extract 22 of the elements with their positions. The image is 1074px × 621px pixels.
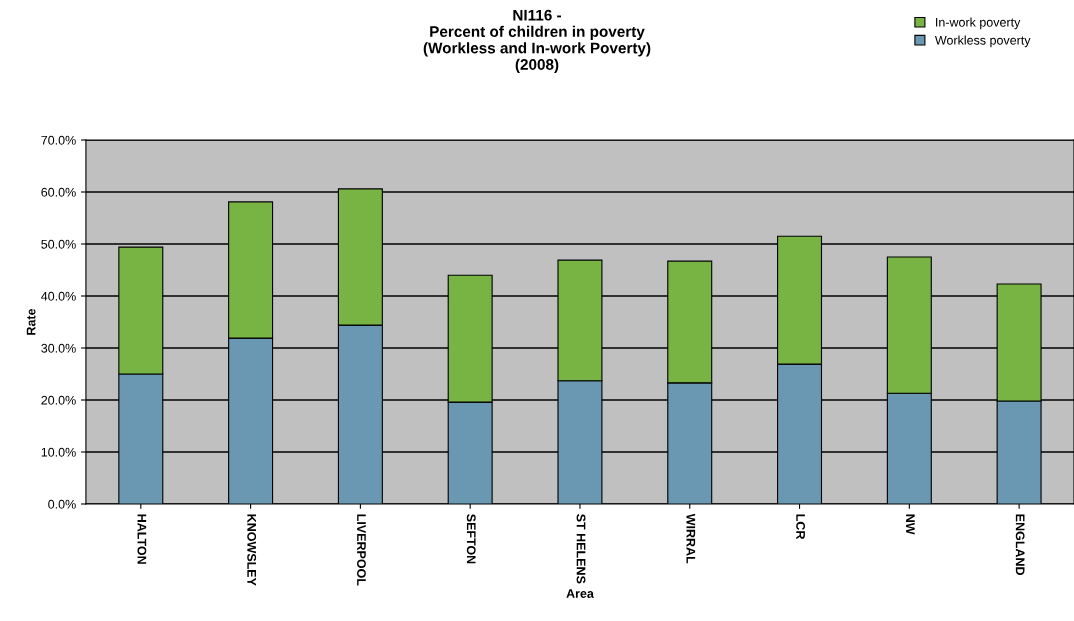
x-tick-label: KNOWSLEY [247, 514, 257, 586]
x-tick-label: ENGLAND [1015, 514, 1025, 575]
y-tick-label: 30.0% [41, 343, 76, 353]
x-axis-title: Area [566, 589, 594, 598]
chart-title: NI116 - Percent of children in poverty (Workless and In-work Poverty) (2008) [423, 9, 651, 73]
y-tick-label: 50.0% [41, 239, 76, 249]
legend-label: In-work poverty [936, 17, 1021, 30]
x-tick-label: WIRRAL [686, 513, 696, 564]
y-tick-label: 0.0% [48, 499, 76, 509]
y-tick-label: 10.0% [41, 447, 76, 457]
x-tick-label: SEFTON [466, 514, 476, 564]
x-tick-label: ST HELENS [576, 514, 586, 584]
y-tick-label: 60.0% [41, 187, 76, 197]
y-tick-label: 40.0% [41, 291, 76, 301]
y-tick-label: 70.0% [41, 135, 76, 145]
x-tick-label: NW [906, 514, 915, 535]
legend-label: Workless poverty [934, 35, 1031, 48]
x-tick-label: LIVERPOOL [357, 514, 366, 586]
y-tick-label: 20.0% [41, 395, 76, 405]
x-tick-label: HALTON [137, 514, 147, 564]
y-axis-title: Rate [26, 308, 36, 335]
x-tick-label: LCR [796, 514, 806, 540]
